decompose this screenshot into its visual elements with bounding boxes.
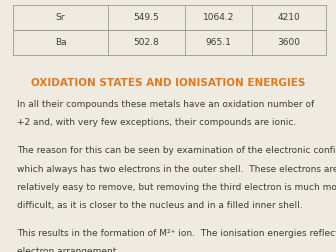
Text: Ba: Ba bbox=[55, 38, 66, 47]
Text: 502.8: 502.8 bbox=[133, 38, 159, 47]
Text: which always has two electrons in the outer shell.  These electrons are: which always has two electrons in the ou… bbox=[17, 165, 336, 174]
Text: The reason for this can be seen by examination of the electronic configuration,: The reason for this can be seen by exami… bbox=[17, 146, 336, 155]
Text: 4210: 4210 bbox=[278, 13, 300, 22]
Text: 3600: 3600 bbox=[278, 38, 300, 47]
Text: electron arrangement.: electron arrangement. bbox=[17, 247, 119, 252]
Text: In all their compounds these metals have an oxidation number of: In all their compounds these metals have… bbox=[17, 100, 314, 109]
Text: Sr: Sr bbox=[56, 13, 65, 22]
Text: OXIDATION STATES AND IONISATION ENERGIES: OXIDATION STATES AND IONISATION ENERGIES bbox=[31, 78, 305, 88]
Text: difficult, as it is closer to the nucleus and in a filled inner shell.: difficult, as it is closer to the nucleu… bbox=[17, 201, 302, 210]
Text: 1064.2: 1064.2 bbox=[203, 13, 234, 22]
Text: relatively easy to remove, but removing the third electron is much more: relatively easy to remove, but removing … bbox=[17, 183, 336, 192]
Text: 549.5: 549.5 bbox=[133, 13, 159, 22]
Text: This results in the formation of M²⁺ ion.  The ionisation energies reflect this: This results in the formation of M²⁺ ion… bbox=[17, 229, 336, 238]
Text: +2 and, with very few exceptions, their compounds are ionic.: +2 and, with very few exceptions, their … bbox=[17, 118, 296, 127]
Text: 965.1: 965.1 bbox=[205, 38, 232, 47]
